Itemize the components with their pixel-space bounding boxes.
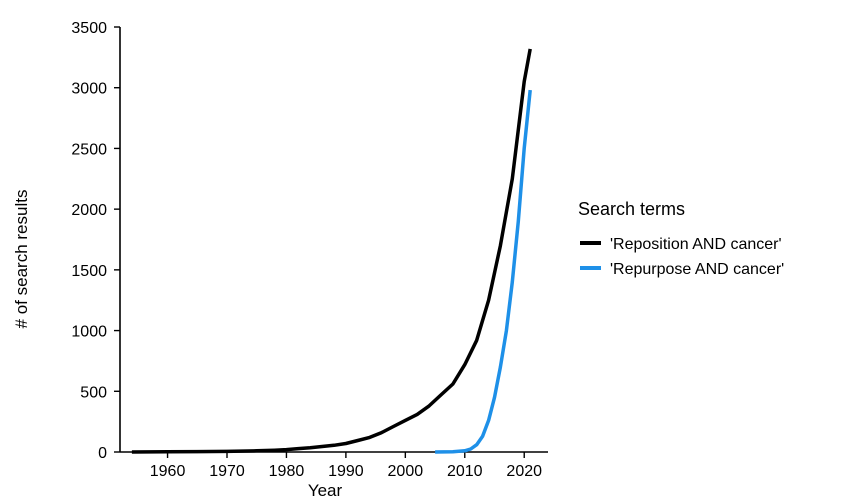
y-tick-label: 1500: [71, 263, 107, 280]
y-tick-label: 3500: [71, 20, 107, 37]
series-line-0: [131, 48, 532, 454]
y-tick-label: 2000: [71, 202, 107, 219]
series-layer: [131, 48, 532, 454]
y-axis-title: # of search results: [12, 190, 31, 329]
legend: Search terms 'Reposition AND cancer' 'Re…: [578, 199, 784, 278]
x-tick-label: 1990: [328, 463, 364, 480]
y-tick-label: 1000: [71, 324, 107, 341]
y-axis: 0 500 1000 1500 2000 2500 3000 3500: [71, 20, 121, 462]
legend-label-reposition: 'Reposition AND cancer': [610, 236, 782, 253]
series-line-1: [435, 89, 532, 454]
y-tick-label: 2500: [71, 141, 107, 158]
y-tick-label: 500: [80, 384, 107, 401]
x-tick-label: 2010: [447, 463, 483, 480]
x-tick-label: 1970: [209, 463, 245, 480]
y-tick-label: 3000: [71, 81, 107, 98]
x-tick-label: 2000: [388, 463, 424, 480]
x-axis-title: Year: [308, 481, 343, 499]
y-tick-label: 0: [98, 445, 107, 462]
x-tick-label: 2020: [506, 463, 542, 480]
x-axis: 1960 1970 1980 1990 2000 2010 2020: [120, 451, 548, 480]
x-tick-label: 1960: [150, 463, 186, 480]
legend-title: Search terms: [578, 199, 685, 219]
legend-label-repurpose: 'Repurpose AND cancer': [610, 261, 784, 278]
x-tick-label: 1980: [269, 463, 305, 480]
